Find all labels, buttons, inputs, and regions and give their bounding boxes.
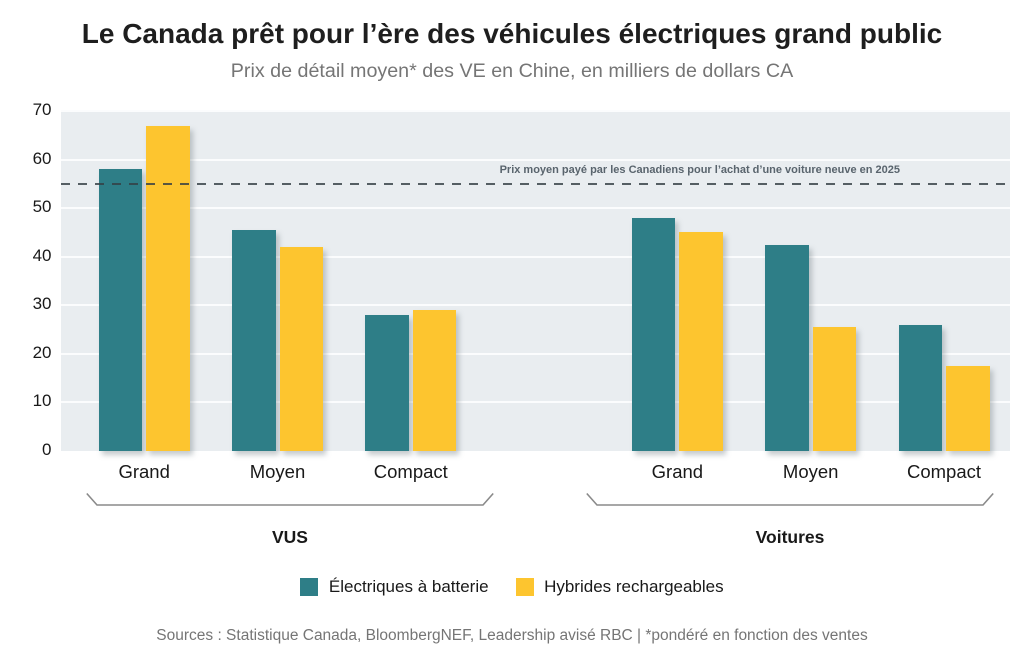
legend-swatch-electriques-a-batterie [300,578,319,596]
gridline-40 [61,255,1010,258]
x-label-vus-moyen: Moyen [249,460,306,482]
x-label-voitures-moyen: Moyen [782,460,839,482]
bar-voitures-moyen-hybrides-rechargeables [812,327,857,451]
group-bracket-vus [86,492,494,513]
chart-subtitle: Prix de détail moyen* des VE en Chine, e… [230,59,794,82]
group-label-voitures: Voitures [755,526,825,547]
group-label-vus: VUS [272,526,308,547]
legend-label-hybrides-rechargeables: Hybrides rechargeables [544,577,724,596]
y-tick-30: 30 [32,294,52,314]
y-tick-20: 20 [32,342,52,362]
legend-label-electriques-a-batterie: Électriques à batterie [328,577,489,596]
reference-line-label: Prix moyen payé par les Canadiens pour l… [499,163,900,176]
bar-vus-moyen-electriques-a-batterie [232,230,276,451]
plot-area: Prix moyen payé par les Canadiens pour l… [61,110,1010,451]
reference-line [61,182,1010,185]
gridline-30 [61,304,1010,307]
y-tick-60: 60 [32,148,52,168]
bar-vus-grand-electriques-a-batterie [98,169,143,451]
x-label-voitures-compact: Compact [906,460,982,482]
gridline-10 [61,401,1010,404]
group-bracket-voitures [586,492,994,513]
y-tick-50: 50 [32,197,52,217]
x-label-vus-grand: Grand [118,460,170,482]
y-tick-10: 10 [32,391,52,411]
bar-vus-moyen-hybrides-rechargeables [279,247,323,451]
bar-voitures-grand-electriques-a-batterie [631,217,676,451]
chart-legend: Électriques à batterie Hybrides rechargea… [0,577,1024,597]
source-note: Sources : Statistique Canada, BloombergN… [156,627,868,644]
bar-vus-compact-hybrides-rechargeables [412,310,457,451]
bar-voitures-compact-electriques-a-batterie [898,324,942,451]
bar-voitures-grand-hybrides-rechargeables [679,232,723,451]
legend-swatch-hybrides-rechargeables [515,578,534,596]
bar-vus-grand-hybrides-rechargeables [146,125,190,451]
legend-item-electriques-a-batterie: Électriques à batterie [300,577,489,597]
bar-vus-compact-electriques-a-batterie [365,315,409,451]
bar-voitures-moyen-electriques-a-batterie [765,244,809,451]
x-label-vus-compact: Compact [373,460,448,482]
x-label-voitures-grand: Grand [651,460,704,482]
gridline-70 [61,110,1010,112]
gridline-20 [61,352,1010,355]
y-tick-0: 0 [42,440,52,459]
gridline-50 [61,207,1010,210]
y-tick-40: 40 [32,245,52,265]
gridline-60 [61,158,1010,161]
y-tick-70: 70 [32,100,52,119]
bar-voitures-compact-hybrides-rechargeables [946,366,990,451]
legend-item-hybrides-rechargeables: Hybrides rechargeables [515,577,724,597]
chart-title: Le Canada prêt pour l’ère des véhicules … [81,17,943,49]
